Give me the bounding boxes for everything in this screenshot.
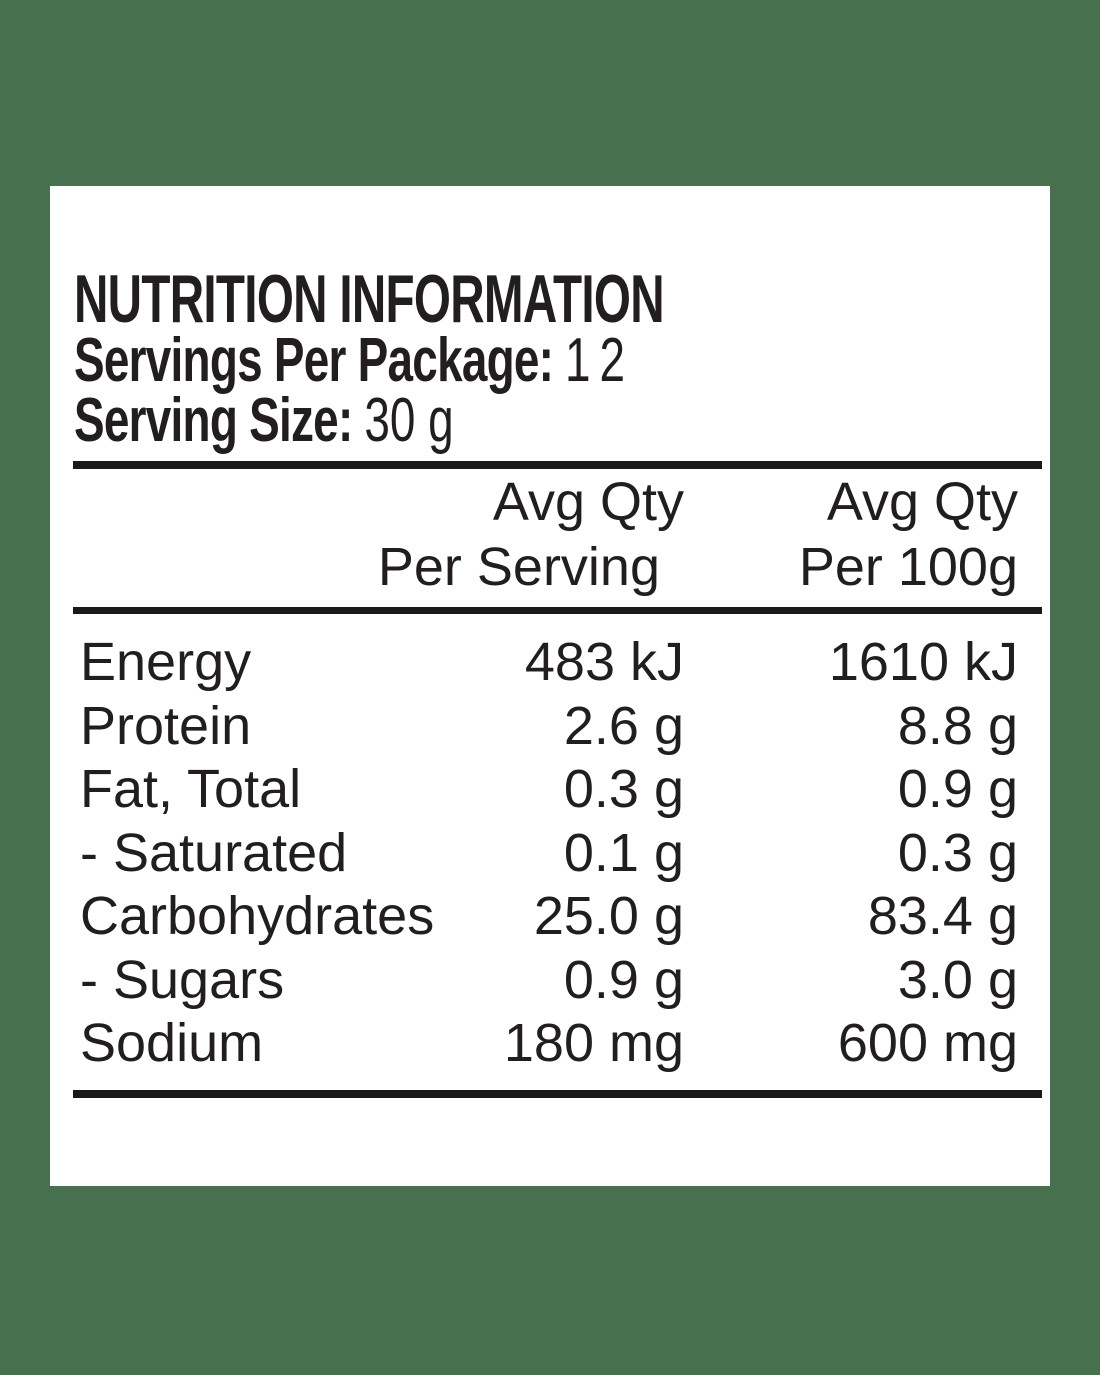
nutrient-name: Protein	[80, 695, 252, 756]
nutrition-label-card: NUTRITION INFORMATION Servings Per Packa…	[50, 186, 1050, 1186]
value-per-100g: 1610 kJ	[828, 632, 1018, 692]
nutrient-name: Fat, Total	[80, 759, 302, 819]
value-per-100g: 8.8 g	[897, 695, 1018, 756]
table-header: Avg Qty Per Serving Avg Qty Per 100g	[73, 470, 1042, 600]
column-header-per-serving-line2: Per Serving	[377, 537, 660, 597]
nutrient-name: - Sugars	[80, 949, 285, 1010]
table-row: Fat, Total 0.3 g 0.9 g	[80, 758, 1018, 822]
value-per-serving: 0.1 g	[563, 822, 684, 883]
value-per-100g: 600 mg	[837, 1013, 1018, 1073]
value-per-100g: 0.3 g	[897, 822, 1018, 883]
table-row: Energy 483 kJ 1610 kJ	[80, 631, 1018, 695]
servings-per-package-line: Servings Per Package: 12	[74, 330, 634, 392]
value-per-serving: 0.9 g	[563, 949, 684, 1010]
column-header-per-100g: Avg Qty Per 100g	[684, 470, 1018, 600]
value-per-serving: 2.6 g	[563, 695, 684, 756]
table-row: - Saturated 0.1 g 0.3 g	[80, 822, 1018, 886]
servings-per-package-label: Servings Per Package:	[74, 326, 554, 395]
value-per-serving: 0.3 g	[563, 759, 684, 819]
nutrient-name: Sodium	[80, 1013, 264, 1073]
value-per-serving: 180 mg	[503, 1013, 684, 1073]
value-per-serving: 483 kJ	[524, 632, 684, 692]
serving-size-line: Serving Size: 30 g	[74, 390, 454, 452]
column-header-per-100g-line1: Avg Qty	[826, 472, 1018, 532]
column-header-per-serving-line1: Avg Qty	[492, 472, 684, 532]
column-header-per-100g-line2: Per 100g	[798, 537, 1018, 597]
column-header-per-serving: Avg Qty Per Serving	[80, 470, 684, 600]
servings-per-package-value: 12	[565, 326, 634, 395]
value-per-serving: 25.0 g	[533, 886, 684, 946]
serving-size-label: Serving Size:	[74, 386, 353, 455]
table-row: Sodium 180 mg 600 mg	[80, 1012, 1018, 1076]
table-row: Protein 2.6 g 8.8 g	[80, 695, 1018, 759]
divider-bottom	[73, 1090, 1042, 1098]
nutrition-label-title: NUTRITION INFORMATION	[74, 261, 665, 337]
nutrient-name: - Saturated	[80, 822, 348, 883]
table-row: - Sugars 0.9 g 3.0 g	[80, 949, 1018, 1013]
nutrient-name: Carbohydrates	[80, 886, 435, 946]
value-per-100g: 3.0 g	[897, 949, 1018, 1010]
divider-header	[73, 607, 1042, 614]
divider-top	[73, 461, 1042, 469]
serving-size-value: 30 g	[364, 386, 454, 455]
value-per-100g: 83.4 g	[867, 886, 1018, 946]
nutrition-table: Energy 483 kJ 1610 kJ Protein 2.6 g 8.8 …	[73, 631, 1042, 1076]
nutrient-name: Energy	[80, 632, 252, 692]
table-row: Carbohydrates 25.0 g 83.4 g	[80, 885, 1018, 949]
value-per-100g: 0.9 g	[897, 759, 1018, 819]
